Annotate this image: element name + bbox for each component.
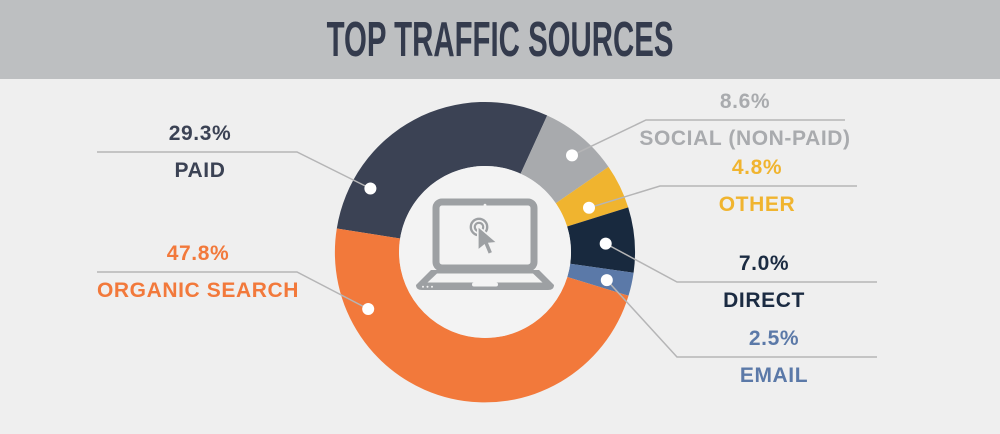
callout-name-email: EMAIL (739, 364, 809, 387)
leader-line-other (588, 185, 857, 209)
laptop-camera-dot (483, 203, 487, 207)
segment-dot-organic (362, 303, 375, 315)
donut-segment-email (567, 263, 634, 296)
segment-dot-direct (599, 237, 612, 250)
leader-line-paid (97, 151, 371, 190)
callout-value-other: 4.8% (731, 156, 783, 179)
donut-segment-social (520, 115, 609, 204)
callout-value-direct: 7.0% (738, 252, 790, 275)
callout-name-other: OTHER (718, 193, 796, 216)
click-cursor-icon (469, 217, 500, 256)
laptop-keyboard (427, 273, 543, 283)
segment-dot-email (600, 274, 613, 287)
leader-line-social (571, 119, 845, 157)
segment-dot-other (583, 201, 595, 214)
donut-chart (97, 101, 877, 403)
callout-name-organic: ORGANIC SEARCH (96, 279, 300, 302)
donut-segment-organic (334, 228, 629, 403)
laptop-icon-svg (416, 198, 554, 290)
segment-dots (362, 149, 613, 315)
segment-dot-social (566, 149, 578, 162)
leader-line-organic (97, 271, 369, 310)
laptop-touchpad-notch (472, 282, 498, 287)
callout-value-organic: 47.8% (166, 242, 230, 265)
callout-value-email: 2.5% (748, 327, 800, 350)
traffic-sources-chart: 29.3% PAID 8.6% SOCIAL (NON-PAID) 4.8% OTHER 7… (0, 79, 1000, 434)
laptop-icon (415, 197, 555, 299)
leader-line-email (606, 279, 877, 358)
donut-segment-paid (336, 101, 548, 239)
donut-hole (399, 166, 571, 338)
donut-segment-other (555, 166, 629, 227)
donut-segments (334, 101, 636, 403)
page-title: TOP TRAFFIC SOURCES (326, 12, 674, 67)
header-bar: TOP TRAFFIC SOURCES (0, 0, 1000, 79)
callout-name-paid: PAID (174, 159, 226, 182)
callout-name-direct: DIRECT (723, 289, 805, 312)
leader-lines (97, 119, 877, 358)
callout-value-social: 8.6% (719, 90, 771, 113)
segment-dot-paid (364, 182, 377, 195)
callout-name-social: SOCIAL (NON-PAID) (639, 127, 851, 150)
callout-value-paid: 29.3% (168, 122, 232, 145)
leader-line-direct (605, 242, 877, 283)
laptop-shape (416, 198, 554, 290)
